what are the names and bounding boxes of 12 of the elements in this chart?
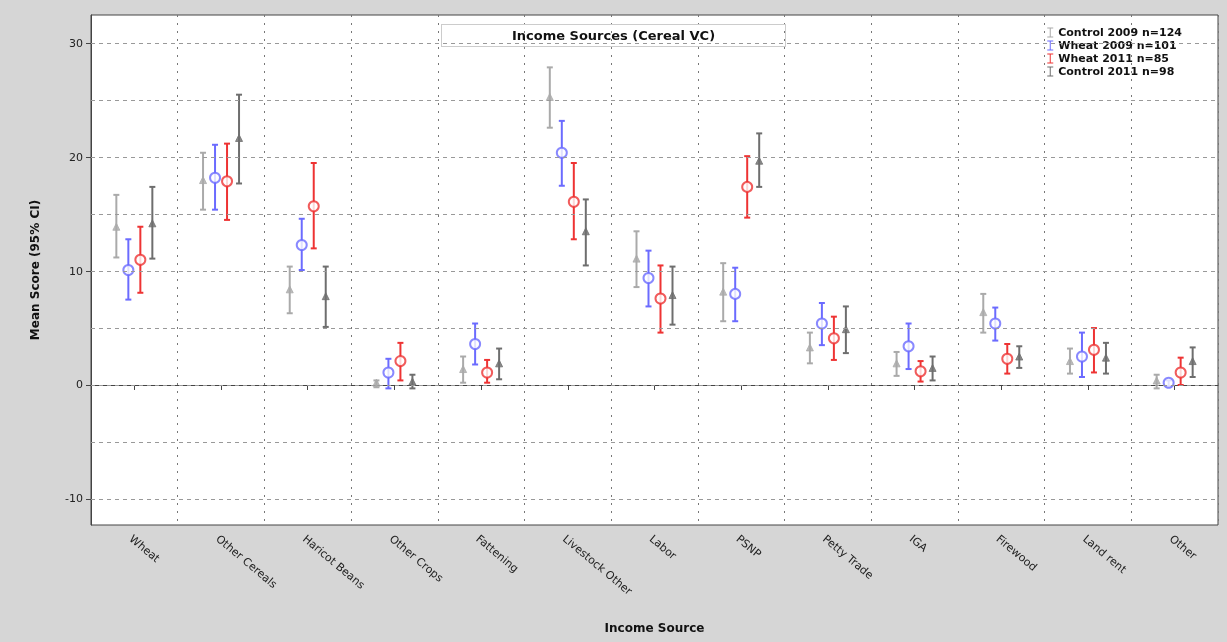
x-tick-label: IGA (906, 532, 931, 555)
y-tick-label: 20 (69, 150, 83, 164)
legend-label: Wheat 2011 n=85 (1058, 52, 1169, 65)
text: Income Sources (Cereal VC) (511, 28, 716, 43)
y-axis-title: Mean Score (95% CI) (28, 199, 42, 341)
y-tick-label: 0 (76, 378, 83, 392)
y-tick-label: 30 (69, 36, 83, 50)
legend-label: Control 2009 n=124 (1058, 26, 1183, 39)
x-axis-title: Income Source (604, 621, 705, 635)
y-tick-label: -10 (65, 492, 83, 506)
legend-label: Control 2011 n=98 (1058, 65, 1175, 78)
y-tick-label: 10 (69, 264, 83, 278)
